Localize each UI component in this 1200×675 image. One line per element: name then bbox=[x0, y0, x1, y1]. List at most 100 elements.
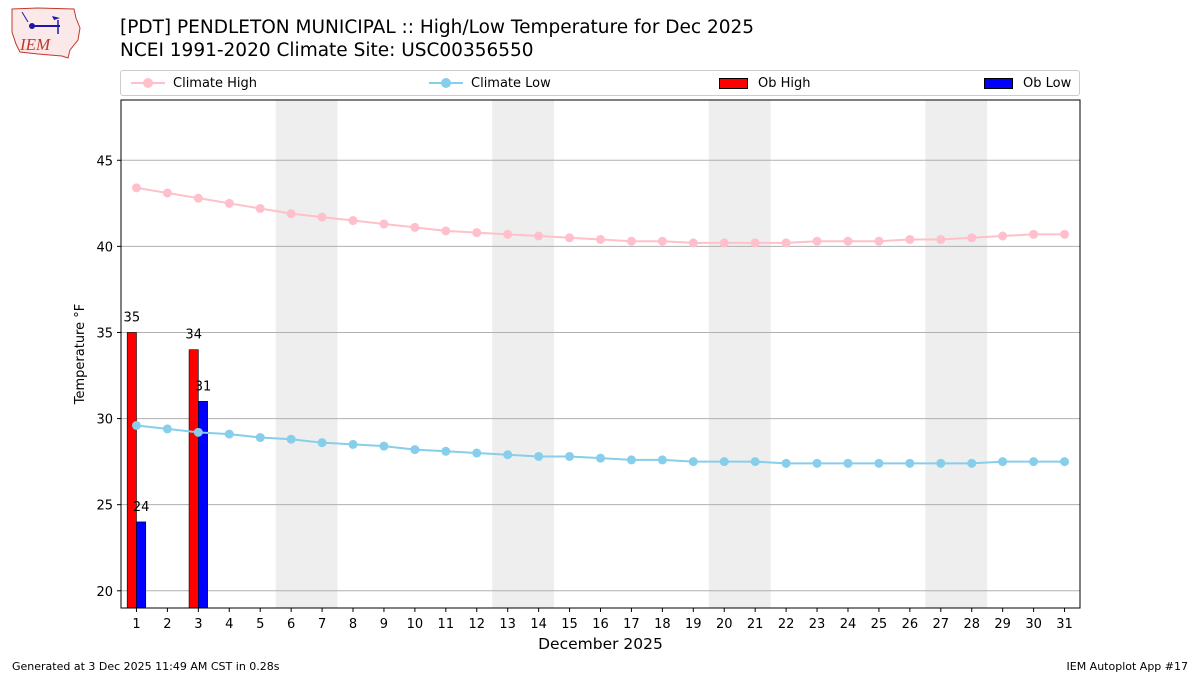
climate-high-point bbox=[162, 188, 172, 198]
climate-high-point bbox=[565, 233, 575, 243]
climate-low-point bbox=[286, 434, 296, 444]
climate-high-point bbox=[596, 234, 605, 244]
climate-low-point bbox=[874, 458, 884, 468]
climate-low-point bbox=[410, 445, 420, 455]
climate-low-point bbox=[193, 427, 203, 437]
x-tick-label: 26 bbox=[902, 617, 919, 632]
climate-high-point bbox=[843, 236, 853, 246]
climate-low-point bbox=[905, 458, 915, 468]
x-tick-label: 21 bbox=[747, 617, 764, 632]
climate-high-point bbox=[657, 236, 667, 246]
weekend-band bbox=[275, 100, 338, 608]
climate-high-line bbox=[136, 186, 1065, 244]
app-id: IEM Autoplot App #17 bbox=[1066, 660, 1189, 673]
climate-low-point bbox=[719, 457, 729, 467]
climate-high-point bbox=[224, 198, 234, 208]
climate-high-point bbox=[936, 234, 946, 244]
climate-low-point bbox=[688, 457, 698, 467]
climate-high-point bbox=[1029, 229, 1039, 239]
legend-climate-low: Climate Low bbox=[429, 71, 551, 95]
generated-timestamp: Generated at 3 Dec 2025 11:49 AM CST in … bbox=[12, 660, 280, 673]
climate-high-point bbox=[379, 219, 389, 229]
legend-label: Ob Low bbox=[1023, 75, 1072, 91]
climate-high-point bbox=[410, 222, 420, 232]
climate-low-point bbox=[626, 455, 636, 465]
climate-low-point bbox=[843, 458, 853, 468]
climate-low-point bbox=[750, 457, 760, 467]
x-tick-label: 23 bbox=[809, 617, 826, 632]
climate-low-point bbox=[967, 458, 977, 468]
climate-low-point bbox=[379, 441, 389, 451]
ob-high-bar-label: 34 bbox=[185, 328, 202, 343]
climate-low-point bbox=[936, 458, 946, 468]
climate-high-point bbox=[193, 193, 203, 203]
x-tick-label: 30 bbox=[1025, 617, 1042, 632]
logo-text: IEM bbox=[19, 35, 51, 54]
x-tick-label: 10 bbox=[407, 617, 424, 632]
climate-high-point bbox=[255, 203, 265, 213]
x-tick-label: 28 bbox=[963, 617, 980, 632]
climate-high-point bbox=[750, 238, 760, 248]
legend-ob-low: Ob Low bbox=[984, 71, 1071, 95]
x-tick-label: 8 bbox=[349, 617, 357, 632]
climate-low-point bbox=[1029, 457, 1039, 467]
climate-low-point bbox=[998, 457, 1008, 467]
y-tick-label: 20 bbox=[96, 585, 113, 600]
y-tick-label: 45 bbox=[96, 154, 113, 169]
x-tick-label: 27 bbox=[933, 617, 950, 632]
climate-high-point bbox=[781, 238, 791, 248]
ob-high-bar-label: 35 bbox=[124, 310, 141, 325]
x-tick-label: 20 bbox=[716, 617, 733, 632]
legend-climate-high: Climate High bbox=[131, 71, 257, 95]
x-tick-label: 15 bbox=[561, 617, 578, 632]
x-tick-label: 6 bbox=[287, 617, 295, 632]
x-tick-label: 12 bbox=[468, 617, 485, 632]
x-tick-label: 16 bbox=[592, 617, 609, 632]
climate-high-point bbox=[441, 226, 451, 236]
legend-label: Climate Low bbox=[471, 75, 551, 91]
ob-low-bar-label: 24 bbox=[133, 500, 150, 515]
climate-low-point bbox=[1060, 457, 1070, 467]
y-tick-label: 30 bbox=[96, 413, 113, 428]
climate-low-point bbox=[348, 439, 358, 449]
climate-low-point bbox=[534, 451, 544, 461]
weekend-band bbox=[925, 100, 988, 608]
y-tick-label: 25 bbox=[96, 499, 113, 514]
x-axis-label: December 2025 bbox=[538, 635, 663, 653]
climate-high-swatch bbox=[131, 78, 165, 88]
x-tick-label: 17 bbox=[623, 617, 640, 632]
x-tick-label: 25 bbox=[871, 617, 888, 632]
climate-low-point bbox=[781, 458, 791, 468]
climate-high-point bbox=[626, 236, 636, 246]
x-tick-label: 9 bbox=[380, 617, 388, 632]
iem-logo-icon: IEM bbox=[11, 7, 81, 59]
x-tick-label: 5 bbox=[256, 617, 264, 632]
climate-high-point bbox=[905, 234, 915, 244]
plot-frame bbox=[120, 99, 1081, 609]
y-tick-label: 35 bbox=[96, 326, 113, 341]
weekend-band bbox=[492, 100, 555, 608]
climate-high-point bbox=[317, 212, 327, 222]
climate-high-point bbox=[503, 229, 513, 239]
ob-low-bar bbox=[136, 521, 147, 609]
climate-high-point bbox=[874, 236, 884, 246]
x-tick-label: 2 bbox=[163, 617, 171, 632]
ob-high-bar bbox=[126, 332, 137, 609]
climate-low-swatch bbox=[429, 78, 463, 88]
climate-high-point bbox=[472, 228, 482, 238]
y-tick-label: 40 bbox=[96, 240, 113, 255]
x-tick-label: 29 bbox=[994, 617, 1011, 632]
x-tick-label: 14 bbox=[530, 617, 547, 632]
climate-low-point bbox=[472, 448, 482, 458]
legend-label: Ob High bbox=[758, 75, 811, 91]
climate-high-point bbox=[1060, 229, 1070, 239]
ob-high-swatch bbox=[719, 77, 748, 89]
climate-low-point bbox=[812, 458, 822, 468]
x-tick-label: 18 bbox=[654, 617, 671, 632]
x-tick-label: 22 bbox=[778, 617, 795, 632]
ob-low-bar-label: 31 bbox=[195, 379, 212, 394]
climate-low-point bbox=[441, 446, 451, 456]
x-tick-label: 7 bbox=[318, 617, 326, 632]
climate-low-point bbox=[317, 438, 327, 448]
climate-high-point bbox=[719, 238, 729, 248]
